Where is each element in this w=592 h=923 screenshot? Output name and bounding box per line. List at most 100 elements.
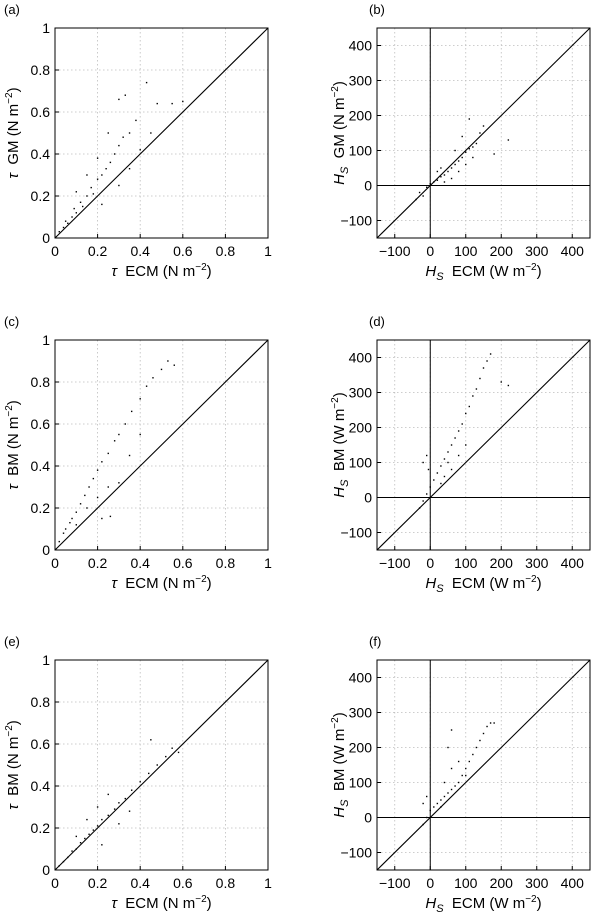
- panel-label: (d): [369, 314, 385, 329]
- data-point: [468, 118, 470, 120]
- data-point: [173, 364, 175, 366]
- y-tick-label: 0: [364, 810, 372, 826]
- panel-label: (f): [369, 634, 381, 649]
- one-to-one-line: [54, 27, 269, 239]
- data-point: [429, 809, 431, 812]
- x-tick-label: 0.8: [216, 875, 236, 891]
- panel-5: (e) 0 0.2 0.4 0.6 0.8 1 0 0.2 0.4 0.6 0.8 1 τ ECM (N …: [4, 634, 272, 912]
- y-axis-label: HS GM (N m−2): [330, 81, 351, 185]
- data-point: [440, 465, 442, 467]
- data-point: [84, 494, 86, 497]
- data-point: [489, 722, 492, 724]
- data-point: [479, 132, 481, 134]
- y-tick-label: 0: [364, 490, 372, 506]
- data-point: [440, 799, 442, 801]
- data-point: [118, 823, 120, 825]
- y-tick-label: −100: [340, 213, 372, 229]
- data-point: [139, 781, 141, 783]
- x-tick-label: 100: [454, 243, 478, 259]
- data-point: [69, 522, 71, 524]
- x-tick-label: −100: [379, 243, 411, 259]
- y-tick-label: 0.6: [31, 104, 51, 120]
- data-point: [75, 848, 77, 850]
- data-point: [440, 176, 442, 178]
- data-point: [58, 865, 60, 867]
- data-point: [454, 785, 456, 787]
- data-point: [450, 444, 453, 446]
- data-point: [122, 136, 124, 138]
- data-point: [64, 528, 67, 530]
- data-point: [454, 149, 456, 152]
- data-point: [71, 517, 73, 520]
- data-point: [101, 517, 103, 520]
- data-point: [145, 81, 148, 84]
- data-point: [101, 203, 103, 206]
- data-point: [468, 405, 470, 408]
- data-point: [436, 179, 439, 181]
- data-point: [454, 163, 456, 166]
- data-point: [472, 753, 474, 756]
- y-axis-label: τ GM (N m−2): [4, 87, 22, 178]
- one-to-one-line: [376, 339, 591, 551]
- x-tick-label: 0.6: [173, 875, 193, 891]
- data-point: [465, 774, 467, 777]
- x-tick-label: 0.2: [88, 243, 108, 259]
- x-tick-label: 100: [454, 875, 478, 891]
- data-point: [84, 837, 86, 840]
- data-point: [160, 368, 163, 371]
- data-point: [507, 139, 510, 141]
- y-tick-label: −100: [340, 525, 372, 541]
- data-point: [88, 486, 90, 488]
- plot-frame: [54, 659, 269, 871]
- y-tick-label: 200: [349, 108, 373, 124]
- data-point: [130, 789, 133, 791]
- y-axis-label: HS BM (W m−2): [330, 392, 351, 497]
- y-tick-label: 200: [349, 740, 373, 756]
- data-point: [422, 823, 424, 826]
- data-point: [75, 191, 77, 193]
- data-point: [443, 458, 446, 460]
- panel-label: (a): [4, 2, 20, 17]
- data-point: [433, 181, 435, 183]
- data-point: [107, 793, 109, 796]
- y-tick-label: 0.2: [31, 500, 51, 516]
- data-point: [465, 767, 467, 770]
- y-tick-label: 0.4: [31, 778, 51, 794]
- y-tick-label: 0: [42, 542, 50, 558]
- data-point: [86, 507, 88, 509]
- data-point: [150, 132, 152, 134]
- data-point: [92, 193, 95, 195]
- x-tick-label: 200: [490, 555, 514, 571]
- data-point: [71, 850, 73, 852]
- data-point: [440, 806, 442, 808]
- data-point: [447, 461, 449, 464]
- data-point: [75, 835, 77, 838]
- data-point: [67, 222, 69, 224]
- x-tick-label: 400: [561, 243, 585, 259]
- x-tick-label: 1: [264, 875, 272, 891]
- y-tick-label: 0.8: [31, 374, 51, 390]
- data-point: [500, 381, 502, 383]
- data-point: [58, 540, 60, 543]
- data-point: [447, 792, 449, 794]
- data-point: [461, 156, 463, 159]
- one-to-one-line: [376, 659, 591, 871]
- data-point: [73, 207, 75, 210]
- y-tick-label: 1: [42, 652, 50, 668]
- data-point: [493, 722, 495, 724]
- data-point: [167, 360, 169, 362]
- data-point: [457, 430, 460, 432]
- x-tick-label: 400: [561, 875, 585, 891]
- data-point: [130, 410, 133, 413]
- data-point: [443, 781, 446, 784]
- data-point: [443, 181, 446, 183]
- data-point: [101, 461, 103, 463]
- data-point: [128, 454, 131, 457]
- data-point: [64, 220, 67, 222]
- data-point: [96, 469, 99, 471]
- data-point: [415, 198, 417, 201]
- x-tick-label: −100: [379, 875, 411, 891]
- y-tick-label: 0.2: [31, 188, 51, 204]
- data-point: [79, 201, 82, 203]
- panel-4: (d) −100 0 100 200 300 400 −100 0 100 200 300 400 HS …: [330, 314, 591, 595]
